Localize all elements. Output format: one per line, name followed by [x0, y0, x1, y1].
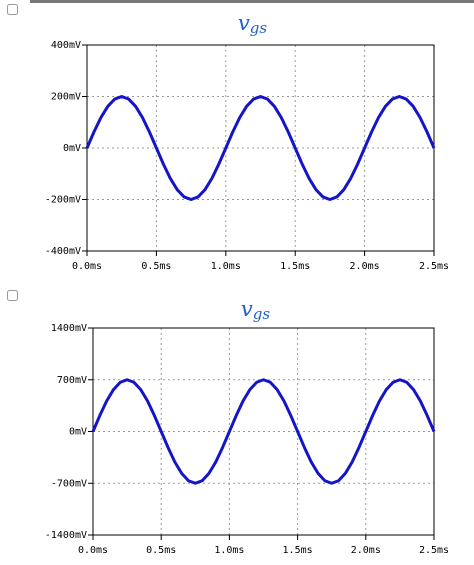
- x-tick-label: 0.5ms: [146, 545, 176, 556]
- x-tick-label: 0.0ms: [72, 261, 102, 272]
- checkbox[interactable]: [7, 4, 18, 15]
- x-tick-label: 0.0ms: [78, 545, 108, 556]
- x-tick-label: 0.5ms: [141, 261, 171, 272]
- title-subscript: gs: [250, 19, 268, 37]
- header-bar: [30, 0, 474, 3]
- y-tick-label: -1400mV: [45, 530, 87, 541]
- data-line: [85, 95, 436, 201]
- y-tick-label: 700mV: [57, 375, 87, 386]
- chart-title: vgs: [241, 297, 270, 324]
- x-tick-label: 2.0ms: [350, 261, 380, 272]
- x-tick-label: 1.0ms: [211, 261, 241, 272]
- title-subscript: gs: [253, 305, 271, 323]
- checkbox[interactable]: [7, 290, 18, 301]
- plot-frame: [86, 44, 435, 252]
- y-tick-label: -700mV: [51, 478, 87, 489]
- y-tick-label: 400mV: [51, 40, 81, 51]
- y-tick-label: 0mV: [69, 427, 87, 438]
- title-main: v: [238, 11, 250, 35]
- x-tick-label: 2.5ms: [419, 261, 449, 272]
- x-tick-label: 1.5ms: [280, 261, 310, 272]
- x-tick-label: 2.0ms: [351, 545, 381, 556]
- x-tick-label: 2.5ms: [419, 545, 449, 556]
- y-tick-label: -400mV: [45, 246, 81, 257]
- title-main: v: [241, 297, 253, 321]
- y-tick-label: -200mV: [45, 195, 81, 206]
- chart-title: vgs: [238, 11, 267, 38]
- y-tick-label: 0mV: [63, 143, 81, 154]
- y-tick-label: 1400mV: [51, 323, 87, 334]
- y-tick-label: 200mV: [51, 92, 81, 103]
- x-tick-label: 1.0ms: [214, 545, 244, 556]
- x-tick-label: 1.5ms: [283, 545, 313, 556]
- data-line: [91, 378, 436, 485]
